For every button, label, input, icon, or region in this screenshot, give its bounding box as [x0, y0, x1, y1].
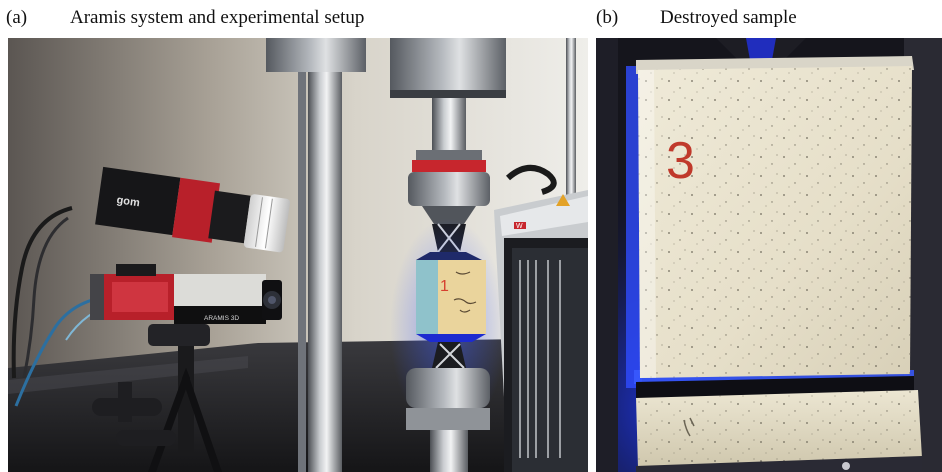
- machine-logo-label: W: [516, 223, 523, 230]
- caption-text-a: Aramis system and experimental setup: [70, 7, 365, 28]
- camera-model-label: ARAMIS 3D: [204, 315, 239, 322]
- photo-destroyed-sample: 3: [596, 38, 942, 472]
- caption-panel-a: (a) Aramis system and experimental setup: [6, 4, 364, 32]
- caption-panel-b: (b) Destroyed sample: [596, 4, 797, 32]
- camera-brand-label: gom: [116, 194, 141, 209]
- panel-tag-b: (b): [596, 7, 619, 28]
- panel-tag-a: (a): [6, 7, 28, 28]
- setup-illustration: 1 W: [8, 38, 588, 472]
- sample-note-label: 1: [440, 278, 449, 295]
- sample-illustration: 3: [596, 38, 942, 472]
- sample-number-label: 3: [666, 132, 695, 190]
- photo-aramis-setup: 1 W: [8, 38, 588, 472]
- caption-text-b: Destroyed sample: [660, 7, 797, 28]
